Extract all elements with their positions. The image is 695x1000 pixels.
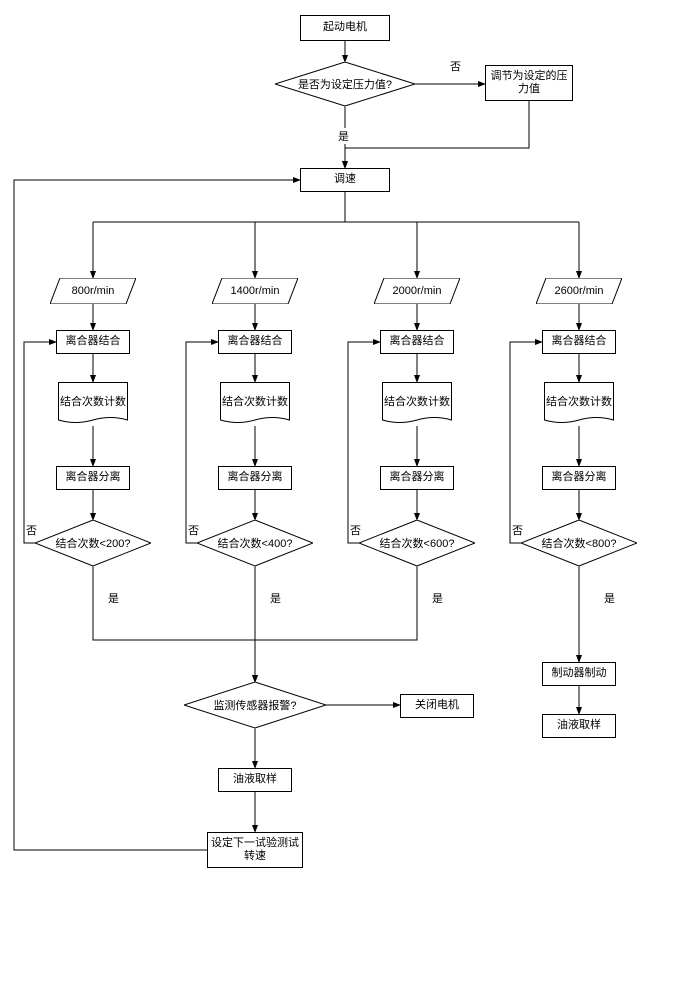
edge	[345, 101, 529, 168]
edge-label-yes: 是	[108, 590, 119, 606]
node-p_1400: 1400r/min	[212, 278, 298, 304]
edge	[186, 342, 218, 543]
edge-label-no: 否	[450, 58, 461, 74]
node-adjust_pressure: 调节为设定的压力值	[485, 65, 573, 101]
node-d2: 结合次数<400?	[197, 520, 313, 566]
node-p_2000: 2000r/min	[374, 278, 460, 304]
node-d3: 结合次数<600?	[359, 520, 475, 566]
edge	[348, 342, 380, 543]
edge-label-yes: 是	[432, 590, 443, 606]
node-cnt1: 结合次数计数	[58, 382, 128, 426]
node-cnt3: 结合次数计数	[382, 382, 452, 426]
edge-label-no: 否	[512, 522, 523, 538]
node-eng1: 离合器结合	[56, 330, 130, 354]
node-d4: 结合次数<800?	[521, 520, 637, 566]
edge	[510, 342, 542, 543]
edge-label-yes: 是	[604, 590, 615, 606]
node-eng3: 离合器结合	[380, 330, 454, 354]
node-nextspeed: 设定下一试验测试转速	[207, 832, 303, 868]
node-cnt4: 结合次数计数	[544, 382, 614, 426]
node-p_800: 800r/min	[50, 278, 136, 304]
node-start: 起动电机	[300, 15, 390, 41]
node-p_2600: 2600r/min	[536, 278, 622, 304]
edge-label-yes: 是	[338, 128, 349, 144]
node-oilA: 油液取样	[218, 768, 292, 792]
flowchart-canvas: 起动电机是否为设定压力值? 调节为设定的压力值调速 800r/min 1400r/mi…	[0, 0, 695, 1000]
edge-label-no: 否	[188, 522, 199, 538]
node-d_pressure: 是否为设定压力值?	[275, 62, 415, 106]
node-eng2: 离合器结合	[218, 330, 292, 354]
node-oilB: 油液取样	[542, 714, 616, 738]
node-d_alarm: 监测传感器报警?	[184, 682, 326, 728]
node-cnt2: 结合次数计数	[220, 382, 290, 426]
edge-label-no: 否	[350, 522, 361, 538]
edge	[255, 566, 417, 682]
node-dis3: 离合器分离	[380, 466, 454, 490]
edge-label-no: 否	[26, 522, 37, 538]
edge-label-yes: 是	[270, 590, 281, 606]
node-speed: 调速	[300, 168, 390, 192]
edge	[24, 342, 56, 543]
edges-layer	[0, 0, 695, 1000]
edge	[93, 566, 255, 682]
node-eng4: 离合器结合	[542, 330, 616, 354]
node-d1: 结合次数<200?	[35, 520, 151, 566]
node-dis2: 离合器分离	[218, 466, 292, 490]
node-dis1: 离合器分离	[56, 466, 130, 490]
node-brake: 制动器制动	[542, 662, 616, 686]
node-dis4: 离合器分离	[542, 466, 616, 490]
node-shut: 关闭电机	[400, 694, 474, 718]
